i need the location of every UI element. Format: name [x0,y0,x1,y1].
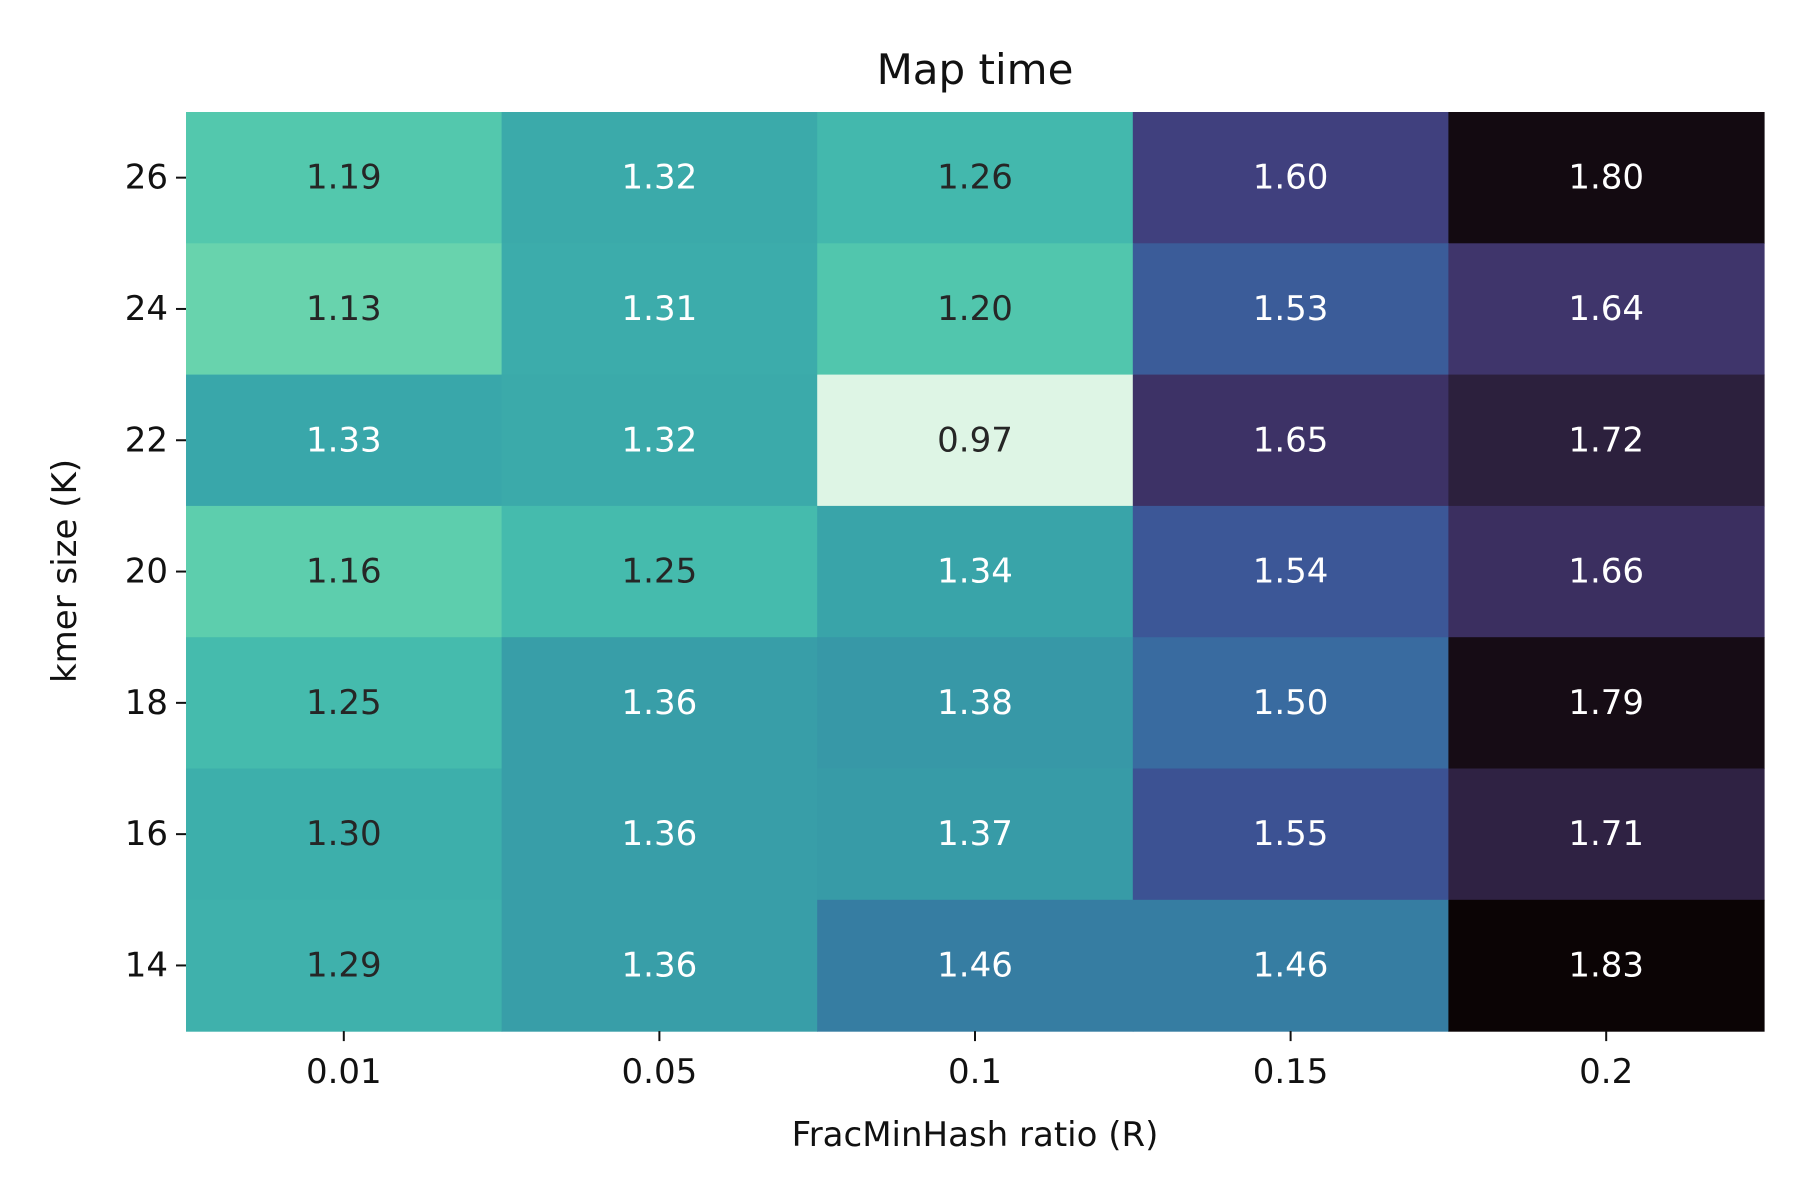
cell-value-label: 1.32 [622,158,698,198]
heatmap-cell [1448,505,1765,638]
cell-value-label: 1.25 [622,552,698,592]
heatmap-cell [501,374,818,507]
heatmap-cell [1132,637,1449,770]
cell-value-label: 1.60 [1253,158,1329,198]
x-axis-label: FracMinHash ratio (R) [792,1115,1159,1155]
cell-value-label: 1.71 [1568,814,1644,854]
heatmap-cell [1132,243,1449,376]
cell-value-label: 1.29 [306,945,382,985]
heatmap-cell [186,505,503,638]
cell-value-label: 1.55 [1253,814,1329,854]
x-axis-ticks: 0.01 0.05 0.1 0.15 0.2 [306,1031,1633,1092]
cell-value-label: 1.32 [622,420,698,460]
cell-value-label: 0.97 [937,420,1013,460]
cell-value-label: 1.54 [1253,552,1329,592]
heatmap-cell [1448,374,1765,507]
heatmap-cell [1448,243,1765,376]
heatmap-cell [1132,374,1449,507]
cell-value-label: 1.36 [622,683,698,723]
heatmap-cell [1132,899,1449,1032]
heatmap-cell [501,637,818,770]
cell-value-label: 1.72 [1568,420,1644,460]
heatmap-cell [1448,768,1765,901]
cell-value-label: 1.25 [306,683,382,723]
heatmap-cell [1132,505,1449,638]
cell-value-label: 1.83 [1568,945,1644,985]
cell-value-label: 1.53 [1253,289,1329,329]
cell-value-label: 1.16 [306,552,382,592]
heatmap-cell [1132,112,1449,244]
cell-value-label: 1.36 [622,945,698,985]
y-tick-label: 18 [125,683,168,723]
cell-value-label: 1.20 [937,289,1013,329]
cell-value-label: 1.34 [937,552,1013,592]
x-tick-label: 0.15 [1253,1052,1329,1092]
cell-value-label: 1.50 [1253,683,1329,723]
heatmap-cell [817,768,1134,901]
heatmap-cell [501,243,818,376]
cell-value-label: 1.19 [306,158,382,198]
heatmap-cell [186,768,503,901]
cell-value-label: 1.37 [937,814,1013,854]
heatmap-cell [817,637,1134,770]
x-tick-label: 0.2 [1579,1052,1633,1092]
y-tick-label: 14 [125,945,168,985]
heatmap-cell [817,243,1134,376]
heatmap-cell [186,374,503,507]
y-tick-label: 26 [125,158,168,198]
y-tick-label: 22 [125,420,168,460]
y-tick-label: 24 [125,289,168,329]
heatmap-cell [1448,112,1765,244]
cell-value-label: 1.66 [1568,552,1644,592]
x-tick-label: 0.1 [948,1052,1002,1092]
heatmap-cell [817,505,1134,638]
cell-value-label: 1.38 [937,683,1013,723]
cell-value-label: 1.65 [1253,420,1329,460]
heatmap-cell [501,768,818,901]
heatmap-cell [186,112,503,244]
heatmap-cell [186,243,503,376]
heatmap-cell [817,112,1134,244]
heatmap-cells [186,112,1765,1032]
x-tick-label: 0.01 [306,1052,382,1092]
y-tick-label: 20 [125,552,168,592]
heatmap-cell [186,899,503,1032]
cell-value-label: 1.36 [622,814,698,854]
heatmap-cell [501,899,818,1032]
heatmap-cell [501,505,818,638]
heatmap-cell-labels: 1.19 1.32 1.26 1.60 1.80 1.13 1.31 1.20 1.53 1.64… [306,158,1644,986]
cell-value-label: 1.64 [1568,289,1644,329]
cell-value-label: 1.13 [306,289,382,329]
cell-value-label: 1.30 [306,814,382,854]
cell-value-label: 1.33 [306,420,382,460]
heatmap-cell [501,112,818,244]
cell-value-label: 1.46 [937,945,1013,985]
heatmap-cell [1448,899,1765,1032]
chart-title: Map time [877,45,1074,94]
y-tick-label: 16 [125,814,168,854]
cell-value-label: 1.26 [937,158,1013,198]
heatmap-cell [817,899,1134,1032]
cell-value-label: 1.46 [1253,945,1329,985]
heatmap-cell [1132,768,1449,901]
cell-value-label: 1.80 [1568,158,1644,198]
heatmap-cell [817,374,1134,507]
heatmap-cell [1448,637,1765,770]
y-axis-ticks: 26 24 22 20 18 16 14 [125,158,186,985]
cell-value-label: 1.79 [1568,683,1644,723]
y-axis-label: kmer size (K) [45,459,85,683]
heatmap-cell [186,637,503,770]
x-tick-label: 0.05 [622,1052,698,1092]
cell-value-label: 1.31 [622,289,698,329]
